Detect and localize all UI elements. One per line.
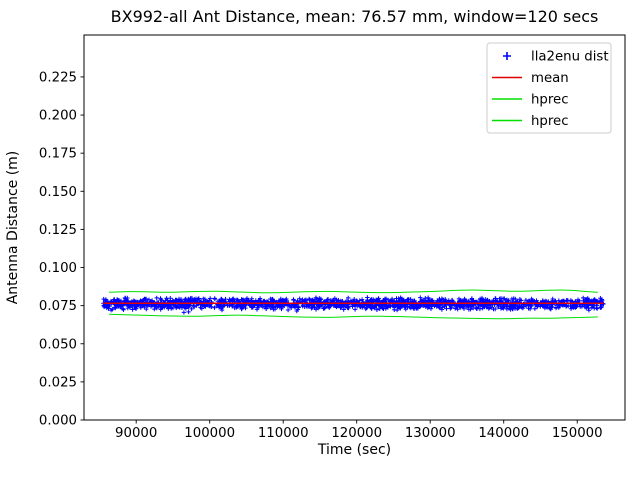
x-tick-label: 90000 [115,426,157,441]
y-tick-label: 0.000 [39,414,77,429]
y-tick-label: 0.150 [39,185,77,200]
hprec-line-3 [108,313,598,320]
x-tick-label: 110000 [258,426,309,441]
x-axis-label: Time (sec) [317,442,391,458]
y-tick-label: 0.125 [39,223,77,238]
x-tick-label: 130000 [405,426,456,441]
y-tick-label: 0.075 [39,299,77,314]
y-tick-label: 0.100 [39,261,77,276]
legend-box [486,42,612,134]
x-tick-label: 120000 [331,426,382,441]
x-tick-label: 100000 [184,426,235,441]
legend-label-hprec-upper: hprec [531,93,569,108]
y-tick-label: 0.175 [39,147,77,162]
x-tick-label: 150000 [552,426,603,441]
plot-area: 90000 100000 110000 120000 130000 140000 15000… [39,34,626,441]
axes-frame [83,34,626,421]
y-tick-label: 0.050 [39,337,77,352]
legend-label-lla2enu-dist: lla2enu dist [531,50,609,65]
y-tick-label: 0.200 [39,109,77,124]
x-tick-label: 140000 [478,426,529,441]
hprec-line-2 [108,289,598,294]
legend: lla2enu dist mean hprec hprec [486,42,612,134]
y-tick-label: 0.025 [39,375,77,390]
chart-title: BX992-all Ant Distance, mean: 76.57 mm, … [111,7,599,26]
y-axis-label: Antenna Distance (m) [5,151,21,305]
legend-label-mean: mean [531,71,569,86]
legend-label-hprec-lower: hprec [531,114,569,129]
legend-marker-plus-icon [503,52,511,60]
scatter-series-0 [101,295,606,315]
y-tick-label: 0.225 [39,70,77,85]
